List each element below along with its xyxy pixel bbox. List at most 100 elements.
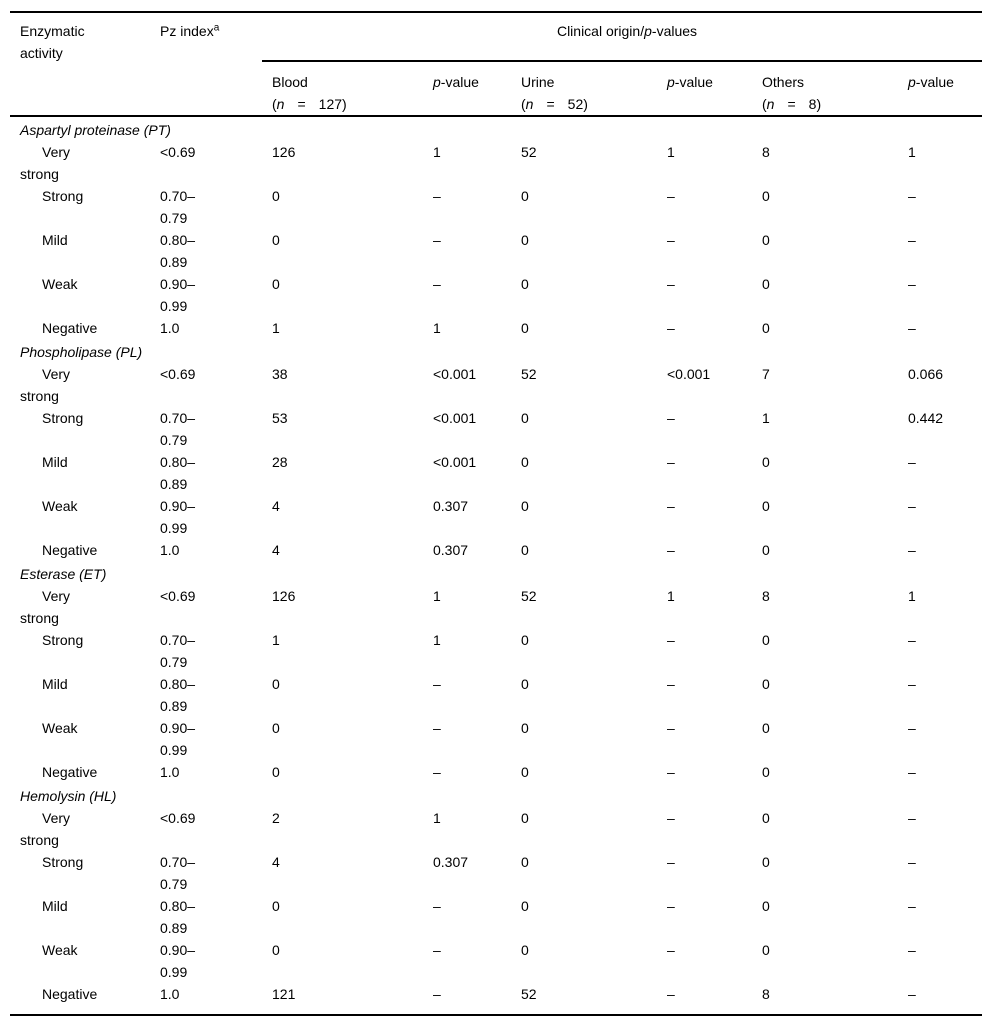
pz-index-value: <0.69 [160, 588, 196, 604]
section-header-row: Aspartyl proteinase (PT) [10, 116, 982, 141]
blood-p-value: – [433, 764, 441, 780]
pz-index-value: 0.90– 0.99 [160, 498, 196, 536]
others-count: 1 [762, 410, 770, 426]
others-count: 0 [762, 454, 770, 470]
pz-index-value: 1.0 [160, 542, 180, 558]
pz-index-value: 0.70– 0.79 [160, 188, 196, 226]
urine-count: 0 [521, 676, 529, 692]
data-table: Enzymatic activity Pz indexa Clinical or… [10, 13, 982, 1005]
col-header-enzymatic-activity: Enzymatic activity [10, 13, 150, 117]
urine-count: 0 [521, 942, 529, 958]
others-p-value: – [908, 632, 916, 648]
section-header-row: Phospholipase (PL) [10, 339, 982, 363]
pz-index-value: 0.90– 0.99 [160, 276, 196, 314]
others-count: 0 [762, 232, 770, 248]
others-p-value: – [908, 320, 916, 336]
table-row: Weak 0.90– 0.99 0 – 0 – 0 – [10, 273, 982, 317]
urine-count: 0 [521, 498, 529, 514]
others-p-value: 1 [908, 588, 916, 604]
row-label: Mild [42, 454, 68, 470]
others-count: 0 [762, 898, 770, 914]
blood-label: Blood [272, 74, 308, 90]
urine-p-value: – [667, 854, 675, 870]
pz-index-value: 1.0 [160, 320, 180, 336]
table-row: Negative 1.0 121 – 52 – 8 – [10, 983, 982, 1005]
others-p-value: – [908, 188, 916, 204]
table-row: Very strong <0.69 38 <0.001 52 <0.001 7 … [10, 363, 982, 407]
table-row: Negative 1.0 0 – 0 – 0 – [10, 761, 982, 783]
others-count: 8 [762, 144, 770, 160]
table-row: Mild 0.80– 0.89 0 – 0 – 0 – [10, 229, 982, 273]
urine-p-value: – [667, 764, 675, 780]
urine-p-value: – [667, 454, 675, 470]
pz-index-value: 0.80– 0.89 [160, 676, 196, 714]
clinical-origin-text: Clinical origin/ [556, 23, 645, 39]
urine-count: 0 [521, 764, 529, 780]
blood-p-value: 1 [433, 810, 441, 826]
urine-p-value: – [667, 810, 675, 826]
blood-count: 4 [272, 854, 280, 870]
urine-count: 0 [521, 320, 529, 336]
blood-count: 0 [272, 188, 280, 204]
col-header-blood-p-value: p-value [423, 61, 511, 117]
blood-count: 126 [272, 144, 296, 160]
row-label: Strong [42, 632, 84, 648]
pz-index-value: 0.70– 0.79 [160, 632, 196, 670]
section-title: Hemolysin (HL) [20, 788, 117, 804]
urine-p-value: – [667, 320, 675, 336]
blood-count: 4 [272, 542, 280, 558]
others-count: 0 [762, 676, 770, 692]
urine-n-count: (n = 52) [521, 96, 588, 112]
others-count: 0 [762, 276, 770, 292]
table-row: Very strong <0.69 126 1 52 1 8 1 [10, 585, 982, 629]
pz-index-value: <0.69 [160, 144, 196, 160]
urine-count: 0 [521, 188, 529, 204]
urine-p-value: – [667, 232, 675, 248]
blood-count: 38 [272, 366, 288, 382]
row-label: Strong [42, 410, 84, 426]
others-count: 0 [762, 810, 770, 826]
urine-count: 0 [521, 410, 529, 426]
col-header-others-p-value: p-value [898, 61, 982, 117]
urine-count: 0 [521, 854, 529, 870]
urine-count: 52 [521, 366, 537, 382]
urine-p-value: – [667, 498, 675, 514]
row-label: Weak [42, 720, 78, 736]
row-label: Very strong [20, 588, 71, 626]
blood-count: 0 [272, 898, 280, 914]
blood-p-value: – [433, 232, 441, 248]
table-row: Strong 0.70– 0.79 1 1 0 – 0 – [10, 629, 982, 673]
others-p-value: 0.066 [908, 366, 944, 382]
blood-p-value: – [433, 986, 441, 1002]
col-header-clinical-origin: Clinical origin/p-values [262, 13, 982, 62]
table-row: Weak 0.90– 0.99 0 – 0 – 0 – [10, 939, 982, 983]
blood-count: 121 [272, 986, 296, 1002]
others-count: 0 [762, 942, 770, 958]
urine-count: 0 [521, 454, 529, 470]
others-p-value: – [908, 854, 916, 870]
blood-p-value: 1 [433, 632, 441, 648]
others-count: 8 [762, 588, 770, 604]
clinical-origin-p-italic: p [644, 23, 652, 39]
table-row: Weak 0.90– 0.99 0 – 0 – 0 – [10, 717, 982, 761]
row-label: Weak [42, 942, 78, 958]
urine-p-value: <0.001 [667, 366, 711, 382]
section-title: Esterase (ET) [20, 566, 107, 582]
pz-index-value: <0.69 [160, 810, 196, 826]
others-count: 0 [762, 188, 770, 204]
pz-index-value: 0.90– 0.99 [160, 720, 196, 758]
urine-p-value: – [667, 676, 675, 692]
blood-count: 0 [272, 764, 280, 780]
others-p-value: – [908, 232, 916, 248]
row-label: Very strong [20, 144, 71, 182]
pz-index-value: 0.80– 0.89 [160, 232, 196, 270]
clinical-origin-suffix: -values [651, 23, 698, 39]
section-title: Aspartyl proteinase (PT) [20, 122, 171, 138]
urine-count: 0 [521, 632, 529, 648]
pz-index-value: 1.0 [160, 986, 180, 1002]
blood-p-value: 1 [433, 144, 441, 160]
others-p-value: – [908, 676, 916, 692]
table-row: Mild 0.80– 0.89 28 <0.001 0 – 0 – [10, 451, 982, 495]
row-label: Weak [42, 498, 78, 514]
blood-p-value: – [433, 676, 441, 692]
